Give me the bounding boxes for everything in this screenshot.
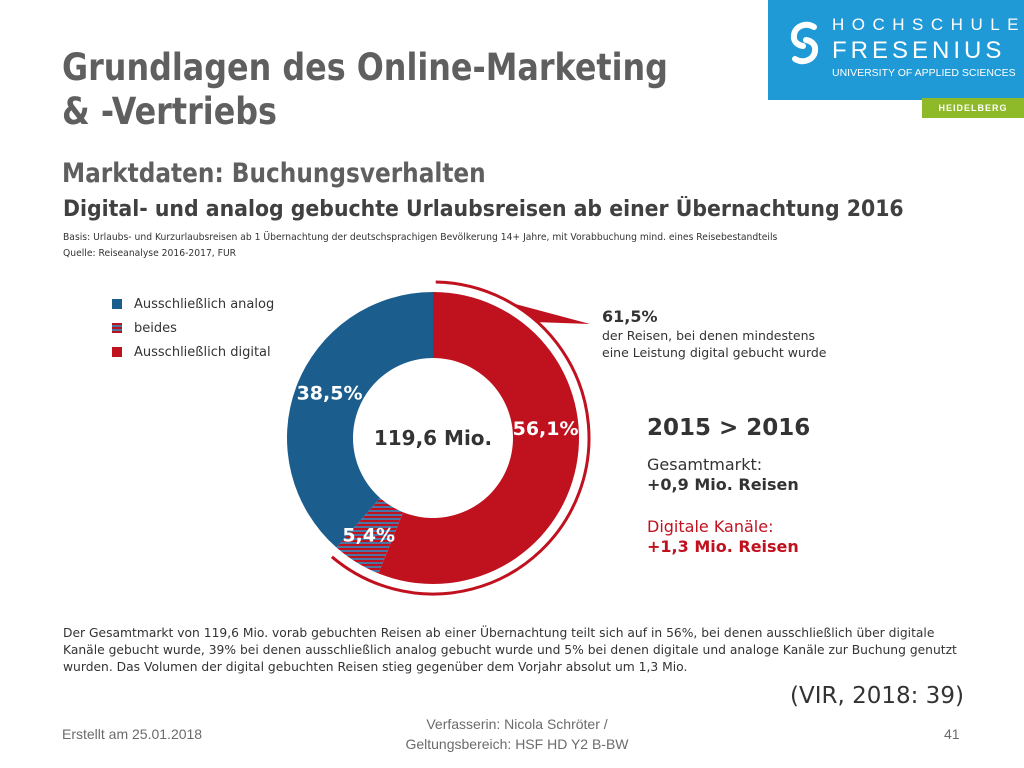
legend-label-beides: beides bbox=[134, 321, 177, 336]
digital-channels-value: +1,3 Mio. Reisen bbox=[647, 537, 799, 556]
figure-description: Der Gesamtmarkt von 119,6 Mio. vorab geb… bbox=[63, 626, 957, 674]
slide-title: Grundlagen des Online-Marketing & -Vertr… bbox=[62, 46, 668, 134]
callout-percentage: 61,5% bbox=[602, 307, 658, 326]
footer-author: Verfasserin: Nicola Schröter / Geltungsb… bbox=[372, 714, 662, 754]
digital-share-callout: 61,5% der Reisen, bei denen mindestens e… bbox=[602, 307, 827, 361]
total-market-value: +0,9 Mio. Reisen bbox=[647, 475, 799, 494]
slide-title-line1: Grundlagen des Online-Marketing bbox=[62, 46, 668, 89]
figure-source-note: Quelle: Reiseanalyse 2016-2017, FUR bbox=[63, 248, 237, 259]
logo-line-university: UNIVERSITY OF APPLIED SCIENCES bbox=[832, 67, 1016, 79]
donut-value-label-digital: 56,1% bbox=[513, 418, 579, 440]
donut-value-label-analog: 38,5% bbox=[297, 383, 363, 405]
callout-text-line2: eine Leistung digital gebucht wurde bbox=[602, 345, 827, 360]
donut-value-label-beides: 5,4% bbox=[342, 525, 395, 547]
logo-line-fresenius: FRESENIUS bbox=[832, 37, 1006, 64]
slide-subtitle: Marktdaten: Buchungsverhalten bbox=[62, 158, 486, 189]
location-badge: HEIDELBERG bbox=[922, 98, 1024, 118]
donut-center-label: 119,6 Mio. bbox=[374, 426, 492, 450]
legend-label-digital: Ausschließlich digital bbox=[134, 345, 271, 360]
figure-title: Digital- und analog gebuchte Urlaubsreis… bbox=[63, 197, 904, 222]
legend-label-analog: Ausschließlich analog bbox=[134, 297, 275, 312]
callout-text-line1: der Reisen, bei denen mindestens bbox=[602, 328, 816, 343]
digital-channels-label: Digitale Kanäle: bbox=[647, 517, 774, 536]
citation: (VIR, 2018: 39) bbox=[790, 683, 964, 709]
logo-line-hochschule: HOCHSCHULE bbox=[832, 15, 1024, 34]
footer-author-line1: Verfasserin: Nicola Schröter / bbox=[426, 716, 608, 732]
legend-item-beides: beides bbox=[112, 321, 177, 337]
callout-pointer bbox=[511, 302, 590, 324]
fresenius-logo-mark-icon bbox=[790, 21, 819, 65]
comparison-heading: 2015 > 2016 bbox=[647, 415, 811, 441]
footer-page-number: 41 bbox=[944, 726, 960, 742]
legend-swatch-digital bbox=[112, 347, 122, 357]
legend-swatch-analog bbox=[112, 299, 122, 309]
figure-basis-note: Basis: Urlaubs- und Kurzurlaubsreisen ab… bbox=[63, 232, 778, 243]
legend-swatch-beides bbox=[112, 323, 122, 333]
slide-title-line2: & -Vertriebs bbox=[62, 90, 277, 133]
footer-author-line2: Geltungsbereich: HSF HD Y2 B-BW bbox=[405, 736, 629, 752]
donut-slice-digital bbox=[378, 292, 579, 584]
year-comparison: 2015 > 2016 Gesamtmarkt: +0,9 Mio. Reise… bbox=[647, 413, 810, 557]
legend-item-analog: Ausschließlich analog bbox=[112, 297, 274, 313]
legend-item-digital: Ausschließlich digital bbox=[112, 345, 271, 361]
total-market-label: Gesamtmarkt: bbox=[647, 455, 763, 474]
donut-slice-analog bbox=[287, 292, 433, 548]
footer-created-date: Erstellt am 25.01.2018 bbox=[62, 726, 203, 742]
donut-slice-beides bbox=[336, 498, 404, 574]
hochschule-fresenius-logo: HOCHSCHULE FRESENIUS UNIVERSITY OF APPLI… bbox=[768, 0, 1024, 100]
